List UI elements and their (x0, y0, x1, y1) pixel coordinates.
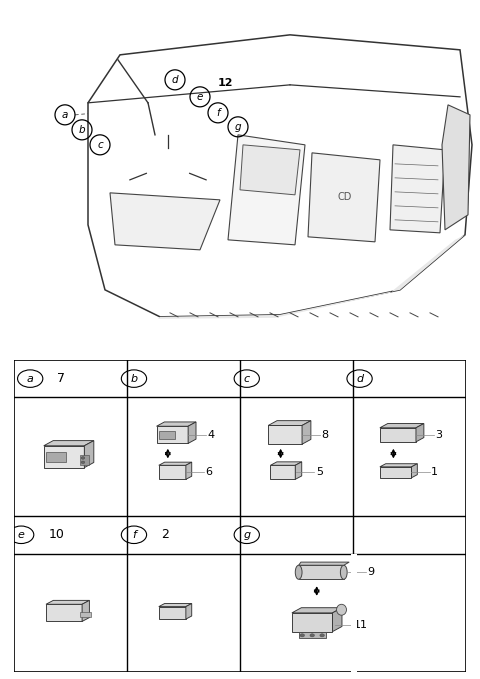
Ellipse shape (129, 208, 167, 238)
Ellipse shape (172, 212, 200, 234)
Polygon shape (159, 604, 192, 606)
Text: 6: 6 (205, 467, 212, 477)
Ellipse shape (143, 148, 193, 182)
FancyBboxPatch shape (245, 171, 259, 178)
Ellipse shape (124, 135, 212, 195)
Text: 3: 3 (435, 430, 443, 440)
Polygon shape (82, 600, 89, 621)
Polygon shape (292, 608, 342, 613)
FancyBboxPatch shape (46, 452, 66, 462)
Text: f: f (216, 108, 220, 118)
Polygon shape (156, 422, 196, 426)
Polygon shape (159, 606, 186, 619)
Polygon shape (44, 441, 94, 446)
Polygon shape (292, 613, 333, 631)
Bar (350, 553, 357, 672)
Text: d: d (172, 75, 178, 85)
Text: 11: 11 (354, 621, 368, 630)
Polygon shape (411, 464, 417, 478)
Polygon shape (240, 145, 300, 195)
FancyBboxPatch shape (80, 612, 91, 617)
Text: b: b (131, 373, 138, 384)
Text: c: c (244, 373, 250, 384)
Ellipse shape (336, 604, 347, 615)
Text: c: c (97, 140, 103, 150)
Polygon shape (46, 604, 82, 621)
Polygon shape (390, 145, 445, 233)
Text: 12: 12 (217, 78, 233, 88)
Text: e: e (18, 530, 24, 540)
Text: CD: CD (338, 192, 352, 202)
Text: f: f (132, 530, 136, 540)
Polygon shape (186, 462, 192, 479)
Polygon shape (302, 421, 311, 444)
Text: 5: 5 (316, 467, 323, 477)
Text: 9: 9 (368, 567, 375, 577)
Text: 10: 10 (48, 528, 64, 541)
Polygon shape (270, 465, 295, 479)
Circle shape (81, 457, 85, 459)
Circle shape (300, 634, 304, 637)
Text: g: g (235, 122, 241, 132)
Circle shape (320, 634, 324, 637)
Polygon shape (416, 424, 424, 442)
Polygon shape (299, 562, 349, 565)
Ellipse shape (245, 215, 259, 225)
Polygon shape (228, 135, 305, 245)
Polygon shape (299, 565, 344, 579)
FancyBboxPatch shape (80, 455, 89, 464)
Text: 8: 8 (322, 430, 329, 440)
Polygon shape (299, 631, 326, 638)
Ellipse shape (295, 565, 302, 579)
Polygon shape (44, 446, 84, 468)
Polygon shape (158, 235, 465, 319)
FancyBboxPatch shape (245, 153, 259, 160)
Polygon shape (159, 465, 186, 479)
Text: a: a (27, 373, 34, 384)
Polygon shape (380, 428, 416, 442)
Polygon shape (268, 421, 311, 426)
FancyBboxPatch shape (218, 91, 222, 107)
Polygon shape (295, 462, 302, 479)
Text: a: a (62, 110, 68, 120)
Circle shape (310, 634, 314, 637)
Polygon shape (268, 426, 302, 444)
Polygon shape (186, 604, 192, 619)
Ellipse shape (263, 217, 277, 228)
Text: 4: 4 (207, 430, 215, 440)
Polygon shape (380, 464, 417, 467)
Polygon shape (442, 105, 470, 230)
Polygon shape (380, 467, 411, 478)
Polygon shape (159, 462, 192, 465)
FancyBboxPatch shape (159, 431, 175, 439)
Text: 2: 2 (161, 528, 169, 541)
Polygon shape (270, 462, 302, 465)
Text: 7: 7 (57, 372, 65, 385)
Ellipse shape (281, 219, 295, 230)
Text: g: g (243, 530, 251, 540)
Polygon shape (333, 608, 342, 631)
FancyBboxPatch shape (245, 180, 259, 187)
Polygon shape (380, 424, 424, 428)
Text: b: b (79, 125, 85, 135)
Circle shape (81, 461, 85, 464)
Polygon shape (88, 35, 472, 317)
Text: e: e (197, 92, 203, 102)
FancyBboxPatch shape (245, 162, 259, 169)
Polygon shape (156, 426, 188, 443)
Polygon shape (110, 193, 220, 250)
Ellipse shape (340, 565, 347, 579)
Polygon shape (46, 600, 89, 604)
Polygon shape (188, 422, 196, 443)
Polygon shape (308, 153, 380, 242)
Text: 1: 1 (431, 467, 438, 477)
Text: d: d (356, 373, 363, 384)
FancyBboxPatch shape (223, 91, 227, 107)
Polygon shape (84, 441, 94, 468)
FancyBboxPatch shape (228, 91, 232, 107)
